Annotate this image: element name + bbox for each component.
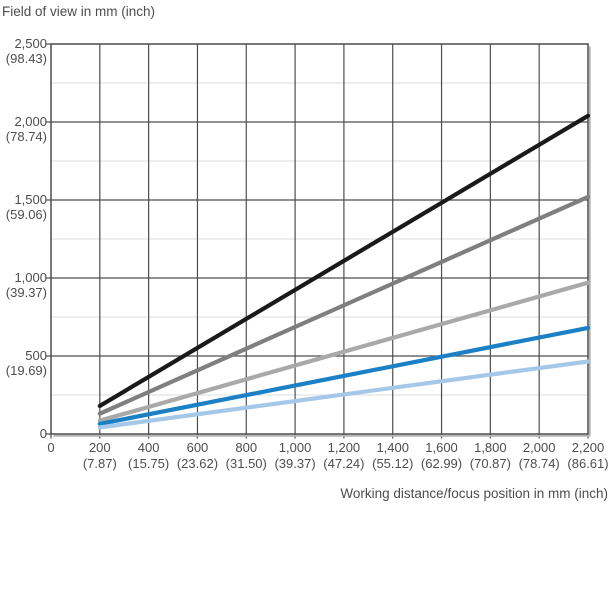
x-tick-label: 200 (7.87) — [82, 440, 117, 471]
series-line-f-35-mm — [97, 325, 591, 426]
series-line-f-12-mm — [97, 113, 591, 408]
y-tick-label: 500 (19.69) — [5, 348, 47, 378]
x-tick-label: 2,000 (78.74) — [518, 440, 560, 471]
x-tick-label: 1,200 (47.24) — [323, 440, 365, 471]
chart-title: Field of view in mm (inch) — [2, 4, 156, 19]
x-axis-title: Working distance/focus position in mm (i… — [340, 486, 608, 501]
x-tick-label: 600 (23.62) — [176, 440, 219, 471]
y-tick-label: 1,500 (59.06) — [5, 192, 47, 222]
y-tick-label: 1,000 (39.37) — [5, 270, 47, 300]
x-tick-label: 1,800 (70.87) — [469, 440, 511, 471]
series-line-f-25-mm — [97, 280, 591, 423]
x-tick-label: 2,200 (86.61) — [567, 440, 609, 471]
legend: f = 12 mm f = 16 mm f = 25 mm f = 35 mm … — [0, 520, 610, 600]
x-tick-label: 1,000 (39.37) — [274, 440, 316, 471]
series-line-f-50-mm — [97, 359, 591, 430]
y-tick-label: 0 — [39, 426, 47, 441]
x-tick-label: 0 — [47, 440, 55, 455]
x-tick-label: 1,600 (62.99) — [420, 440, 463, 471]
y-tick-label: 2,500 (98.43) — [5, 36, 47, 66]
x-tick-label: 400 (15.75) — [128, 440, 170, 471]
x-tick-label: 1,400 (55.12) — [372, 440, 414, 471]
plot-area — [46, 43, 591, 439]
chart-canvas — [46, 43, 591, 439]
x-tick-label: 800 (31.50) — [225, 440, 267, 471]
series-line-f-16-mm — [97, 194, 591, 416]
y-tick-label: 2,000 (78.74) — [5, 114, 47, 144]
